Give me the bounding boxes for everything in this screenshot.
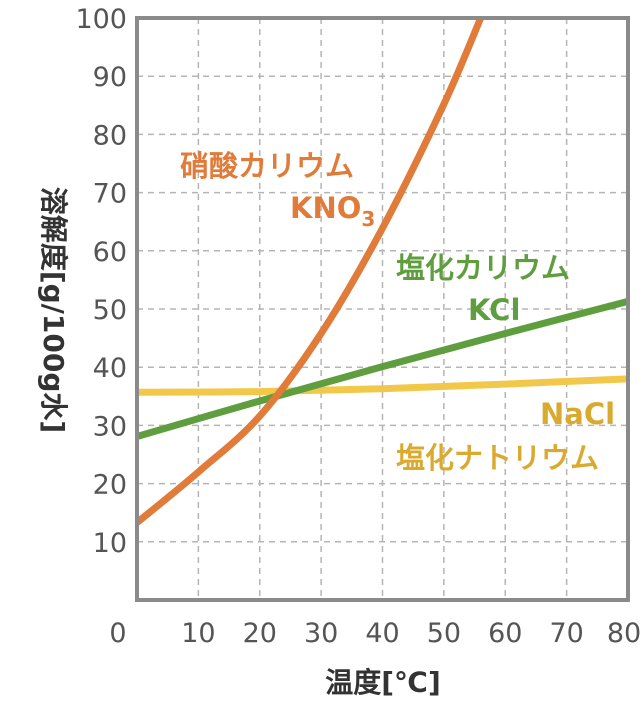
y-tick-label: 40: [93, 353, 127, 384]
x-tick-label: 0: [109, 618, 126, 649]
y-tick-label: 90: [93, 62, 127, 93]
kno3-formula-label: KNO3: [290, 191, 375, 231]
kcl-formula-label: KCl: [468, 293, 520, 327]
y-tick-label: 50: [93, 295, 127, 326]
x-axis-ticks: 0 10 20 30 40 50 60 70 80: [109, 618, 641, 649]
grid: [137, 18, 628, 600]
y-axis-title: 溶解度[g/100g水]: [37, 187, 70, 433]
x-tick-label: 50: [427, 618, 461, 649]
series-lines: [137, 18, 628, 527]
y-axis-ticks: 10 20 30 40 50 60 70 80 90 100: [75, 4, 127, 559]
x-tick-label: 20: [243, 618, 277, 649]
y-tick-label: 20: [93, 470, 127, 501]
x-tick-label: 40: [365, 618, 399, 649]
nacl-line: [137, 375, 628, 396]
y-tick-label: 30: [93, 411, 127, 442]
x-tick-label: 30: [304, 618, 338, 649]
x-tick-label: 80: [607, 618, 641, 649]
kcl-series-label: 塩化カリウム: [396, 251, 570, 285]
y-tick-label: 10: [93, 528, 127, 559]
plot-frame: [135, 16, 630, 602]
nacl-series-label: 塩化ナトリウム: [396, 441, 599, 475]
kno3-line: [137, 18, 485, 527]
x-tick-label: 70: [549, 618, 583, 649]
x-tick-label: 10: [181, 618, 215, 649]
y-tick-label: 60: [93, 237, 127, 268]
y-tick-label: 100: [75, 4, 127, 35]
x-tick-label: 60: [488, 618, 522, 649]
kcl-line: [137, 297, 628, 440]
nacl-formula-label: NaCl: [540, 397, 615, 431]
kno3-series-label: 硝酸カリウム: [180, 149, 354, 183]
y-tick-label: 80: [93, 120, 127, 151]
y-tick-label: 70: [93, 179, 127, 210]
x-axis-title: 温度[℃]: [325, 666, 441, 699]
